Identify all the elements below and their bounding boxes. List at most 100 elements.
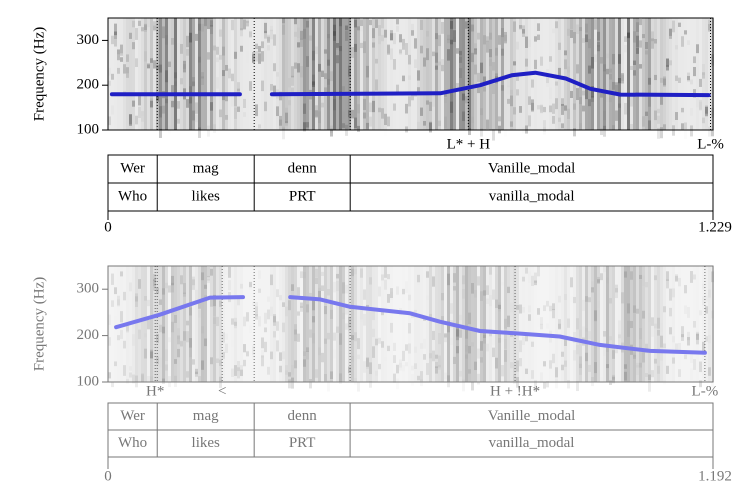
spectrogram-band bbox=[123, 340, 126, 349]
spectrogram-band bbox=[468, 108, 471, 113]
spectrogram-band bbox=[150, 351, 153, 359]
spectrogram-band bbox=[258, 45, 261, 53]
spectrogram-strip bbox=[507, 18, 510, 130]
spectrogram-band bbox=[588, 331, 591, 339]
spectrogram-band bbox=[534, 272, 537, 283]
spectrogram-band bbox=[588, 38, 591, 49]
spectrogram-band bbox=[243, 316, 246, 327]
spectrogram-band bbox=[429, 313, 432, 319]
spectrogram-band bbox=[246, 351, 249, 357]
spectrogram-band bbox=[528, 305, 531, 312]
spectrogram-strip bbox=[114, 18, 117, 130]
spectrogram-band bbox=[153, 25, 156, 32]
spectrogram-band bbox=[597, 31, 600, 41]
spectrogram-band bbox=[660, 127, 663, 139]
spectrogram-strip bbox=[333, 18, 336, 130]
spectrogram-strip bbox=[681, 18, 684, 130]
spectrogram-band bbox=[222, 351, 225, 359]
spectrogram-band bbox=[162, 26, 165, 39]
tone-label: H* bbox=[146, 383, 164, 399]
spectrogram-band bbox=[462, 275, 465, 285]
spectrogram-strip bbox=[597, 266, 600, 382]
spectrogram-band bbox=[669, 60, 672, 66]
spectrogram-strip bbox=[138, 266, 141, 382]
spectrogram-band bbox=[288, 379, 291, 389]
spectrogram-band bbox=[477, 348, 480, 359]
spectrogram-band bbox=[267, 45, 270, 50]
spectrogram-strip bbox=[633, 18, 636, 130]
spectrogram-strip bbox=[570, 266, 573, 382]
spectrogram-band bbox=[654, 74, 657, 81]
spectrogram-strip bbox=[669, 18, 672, 130]
spectrogram-band bbox=[600, 92, 603, 98]
spectrogram-strip bbox=[543, 266, 546, 382]
spectrogram-band bbox=[279, 295, 282, 301]
spectrogram-strip bbox=[189, 266, 192, 382]
spectrogram-strip bbox=[396, 18, 399, 130]
spectrogram-band bbox=[204, 284, 207, 289]
spectrogram-strip bbox=[318, 266, 321, 382]
spectrogram-strip bbox=[585, 18, 588, 130]
spectrogram-strip bbox=[381, 18, 384, 130]
spectrogram-band bbox=[291, 75, 294, 86]
spectrogram-band bbox=[303, 351, 306, 357]
spectrogram-band bbox=[306, 351, 309, 359]
spectrogram-band bbox=[234, 51, 237, 59]
spectrogram-band bbox=[246, 18, 249, 24]
spectrogram-band bbox=[120, 330, 123, 339]
spectrogram-band bbox=[411, 30, 414, 36]
spectrogram-band bbox=[699, 99, 702, 111]
spectrogram-band bbox=[312, 333, 315, 343]
spectrogram-band bbox=[696, 332, 699, 345]
spectrogram-strip bbox=[144, 266, 147, 382]
spectrogram-band bbox=[459, 50, 462, 56]
spectrogram-strip bbox=[405, 18, 408, 130]
spectrogram-strip bbox=[213, 18, 216, 130]
spectrogram-band bbox=[429, 353, 432, 359]
spectrogram-strip bbox=[522, 266, 525, 382]
spectrogram-band bbox=[414, 59, 417, 68]
spectrogram-band bbox=[267, 296, 270, 301]
spectrogram-strip bbox=[675, 18, 678, 130]
spectrogram-band bbox=[501, 85, 504, 91]
spectrogram-band bbox=[471, 117, 474, 123]
spectrogram-band bbox=[519, 304, 522, 314]
spectrogram-band bbox=[285, 307, 288, 317]
spectrogram-band bbox=[153, 279, 156, 287]
spectrogram-band bbox=[291, 365, 294, 375]
spectrogram-band bbox=[567, 380, 570, 389]
spectrogram-band bbox=[534, 380, 537, 392]
spectrogram-band bbox=[552, 115, 555, 124]
spectrogram-strip bbox=[183, 18, 186, 130]
spectrogram-band bbox=[162, 105, 165, 114]
spectrogram-band bbox=[645, 50, 648, 55]
spectrogram-band bbox=[243, 19, 246, 30]
spectrogram-strip bbox=[177, 18, 180, 130]
spectrogram-band bbox=[648, 77, 651, 85]
spectrogram-band bbox=[624, 36, 627, 42]
spectrogram-strip bbox=[213, 266, 216, 382]
spectrogram-strip bbox=[408, 266, 411, 382]
spectrogram-band bbox=[537, 308, 540, 315]
spectrogram-band bbox=[669, 28, 672, 36]
spectrogram-band bbox=[246, 20, 249, 27]
spectrogram-strip bbox=[228, 266, 231, 382]
spectrogram-band bbox=[183, 331, 186, 341]
spectrogram-band bbox=[444, 98, 447, 103]
spectrogram-band bbox=[504, 31, 507, 44]
spectrogram-band bbox=[480, 291, 483, 301]
spectrogram-band bbox=[303, 122, 306, 132]
spectrogram-band bbox=[336, 43, 339, 50]
spectrogram-band bbox=[246, 51, 249, 63]
spectrogram-band bbox=[147, 64, 150, 69]
spectrogram-band bbox=[417, 375, 420, 381]
spectrogram-band bbox=[222, 70, 225, 77]
spectrogram-band bbox=[138, 324, 141, 333]
spectrogram-band bbox=[339, 333, 342, 345]
spectrogram-band bbox=[447, 38, 450, 44]
spectrogram-band bbox=[321, 102, 324, 108]
spectrogram-strip bbox=[381, 266, 384, 382]
spectrogram-strip bbox=[636, 18, 639, 130]
spectrogram-band bbox=[270, 351, 273, 360]
spectrogram-strip bbox=[630, 266, 633, 382]
